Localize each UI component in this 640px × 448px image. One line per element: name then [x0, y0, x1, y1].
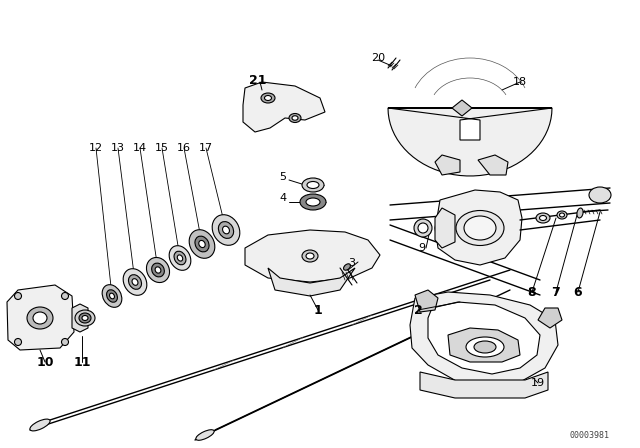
Text: 8: 8	[528, 285, 536, 298]
Ellipse shape	[212, 215, 240, 246]
Text: 11: 11	[73, 356, 91, 369]
Ellipse shape	[302, 250, 318, 262]
Ellipse shape	[264, 95, 271, 100]
Ellipse shape	[15, 339, 22, 345]
Text: 1: 1	[314, 303, 323, 316]
Polygon shape	[7, 285, 74, 350]
Ellipse shape	[174, 251, 186, 265]
Ellipse shape	[418, 223, 428, 233]
Ellipse shape	[300, 194, 326, 210]
Polygon shape	[415, 290, 438, 312]
Text: 13: 13	[111, 143, 125, 153]
Text: 15: 15	[155, 143, 169, 153]
Ellipse shape	[129, 275, 141, 289]
Text: 21: 21	[249, 73, 267, 86]
Ellipse shape	[169, 246, 191, 270]
Polygon shape	[72, 304, 88, 332]
Ellipse shape	[474, 341, 496, 353]
Ellipse shape	[223, 226, 230, 234]
Text: 17: 17	[199, 143, 213, 153]
Polygon shape	[243, 82, 325, 132]
Ellipse shape	[27, 307, 53, 329]
Ellipse shape	[75, 310, 95, 326]
Ellipse shape	[196, 430, 214, 440]
Ellipse shape	[536, 213, 550, 223]
Ellipse shape	[559, 213, 564, 217]
Ellipse shape	[107, 290, 117, 302]
Ellipse shape	[195, 236, 209, 252]
Ellipse shape	[414, 219, 432, 237]
Ellipse shape	[218, 222, 234, 238]
Ellipse shape	[289, 113, 301, 122]
Text: 9: 9	[419, 243, 426, 253]
Ellipse shape	[82, 315, 88, 320]
Text: 00003981: 00003981	[570, 431, 610, 439]
Text: 20: 20	[371, 53, 385, 63]
Ellipse shape	[61, 339, 68, 345]
Text: 2: 2	[413, 303, 422, 316]
Ellipse shape	[79, 313, 91, 323]
Polygon shape	[435, 190, 522, 265]
Polygon shape	[410, 292, 558, 388]
Ellipse shape	[589, 187, 611, 203]
Ellipse shape	[33, 312, 47, 324]
Ellipse shape	[557, 211, 567, 219]
Polygon shape	[245, 230, 380, 282]
Text: 19: 19	[531, 378, 545, 388]
Ellipse shape	[15, 293, 22, 300]
Polygon shape	[538, 308, 562, 328]
Ellipse shape	[466, 337, 504, 357]
Polygon shape	[388, 108, 552, 176]
Ellipse shape	[109, 293, 115, 299]
Ellipse shape	[30, 419, 50, 431]
Ellipse shape	[261, 93, 275, 103]
Text: 3: 3	[349, 258, 355, 268]
Ellipse shape	[132, 279, 138, 285]
Ellipse shape	[540, 215, 547, 220]
Ellipse shape	[306, 198, 320, 206]
Text: 7: 7	[552, 285, 561, 298]
Ellipse shape	[292, 116, 298, 120]
Text: 14: 14	[133, 143, 147, 153]
Text: 12: 12	[89, 143, 103, 153]
Ellipse shape	[147, 258, 170, 283]
Ellipse shape	[302, 178, 324, 192]
Ellipse shape	[306, 253, 314, 259]
Ellipse shape	[577, 208, 583, 218]
Ellipse shape	[189, 230, 215, 258]
Text: 10: 10	[36, 356, 54, 369]
Ellipse shape	[177, 255, 182, 261]
Polygon shape	[478, 155, 508, 175]
Polygon shape	[428, 302, 540, 374]
Polygon shape	[435, 155, 460, 175]
Ellipse shape	[344, 264, 351, 270]
Ellipse shape	[464, 216, 496, 240]
Text: 4: 4	[280, 193, 287, 203]
Ellipse shape	[199, 241, 205, 248]
Polygon shape	[420, 372, 548, 398]
Polygon shape	[448, 328, 520, 362]
Polygon shape	[435, 208, 455, 248]
Ellipse shape	[61, 293, 68, 300]
Polygon shape	[452, 100, 472, 116]
Ellipse shape	[102, 284, 122, 307]
Ellipse shape	[307, 181, 319, 189]
Ellipse shape	[123, 269, 147, 295]
Text: 18: 18	[513, 77, 527, 87]
Ellipse shape	[152, 263, 164, 277]
Ellipse shape	[456, 211, 504, 246]
Ellipse shape	[155, 267, 161, 273]
Text: 16: 16	[177, 143, 191, 153]
Polygon shape	[268, 268, 355, 296]
Text: 6: 6	[573, 285, 582, 298]
Text: 5: 5	[280, 172, 287, 182]
